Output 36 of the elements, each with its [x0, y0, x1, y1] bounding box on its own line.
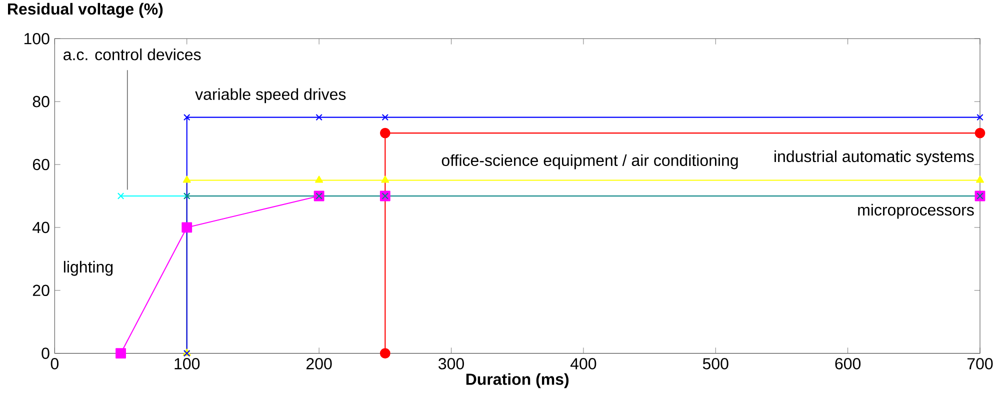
text: a.c. control devices	[64, 48, 201, 60]
point	[182, 222, 192, 233]
point	[382, 114, 389, 121]
series-label: variable speed drives	[195, 88, 346, 104]
x-tick-label: 500	[702, 358, 728, 370]
point	[976, 114, 984, 121]
x-tick-label: 400	[570, 358, 596, 370]
point	[117, 192, 124, 200]
y-axis-title: Residual voltage (%)	[8, 3, 163, 18]
point	[316, 114, 322, 121]
point	[380, 128, 390, 138]
text: lighting	[64, 261, 113, 276]
x-axis-title: Duration (ms)	[466, 373, 569, 388]
point	[315, 176, 324, 183]
y-tick-label: 60	[32, 159, 50, 170]
y-tick-label: 40	[32, 222, 50, 234]
point	[381, 176, 390, 183]
y-tick-label: 20	[32, 284, 50, 296]
x-tick-label: 200	[306, 358, 332, 370]
y-tick-label: 100	[24, 33, 50, 44]
x-tick-label: 600	[835, 358, 861, 370]
x-tick-label: 0	[50, 358, 59, 370]
y-tick-label: 0	[42, 348, 50, 360]
x-tick-label: 100	[174, 358, 200, 370]
point	[974, 128, 986, 138]
point	[380, 348, 390, 359]
point	[182, 176, 191, 183]
y-tick-label: 80	[32, 96, 50, 108]
point	[116, 348, 126, 359]
point	[184, 114, 190, 121]
series-label: microprocessors	[858, 204, 974, 219]
series-label: office-science equipment / air conditioning	[442, 154, 738, 170]
x-tick-label: 700	[967, 358, 993, 370]
series-label: industrial automatic systems	[774, 150, 974, 166]
point	[976, 176, 984, 183]
x-tick-label: 300	[438, 358, 464, 370]
